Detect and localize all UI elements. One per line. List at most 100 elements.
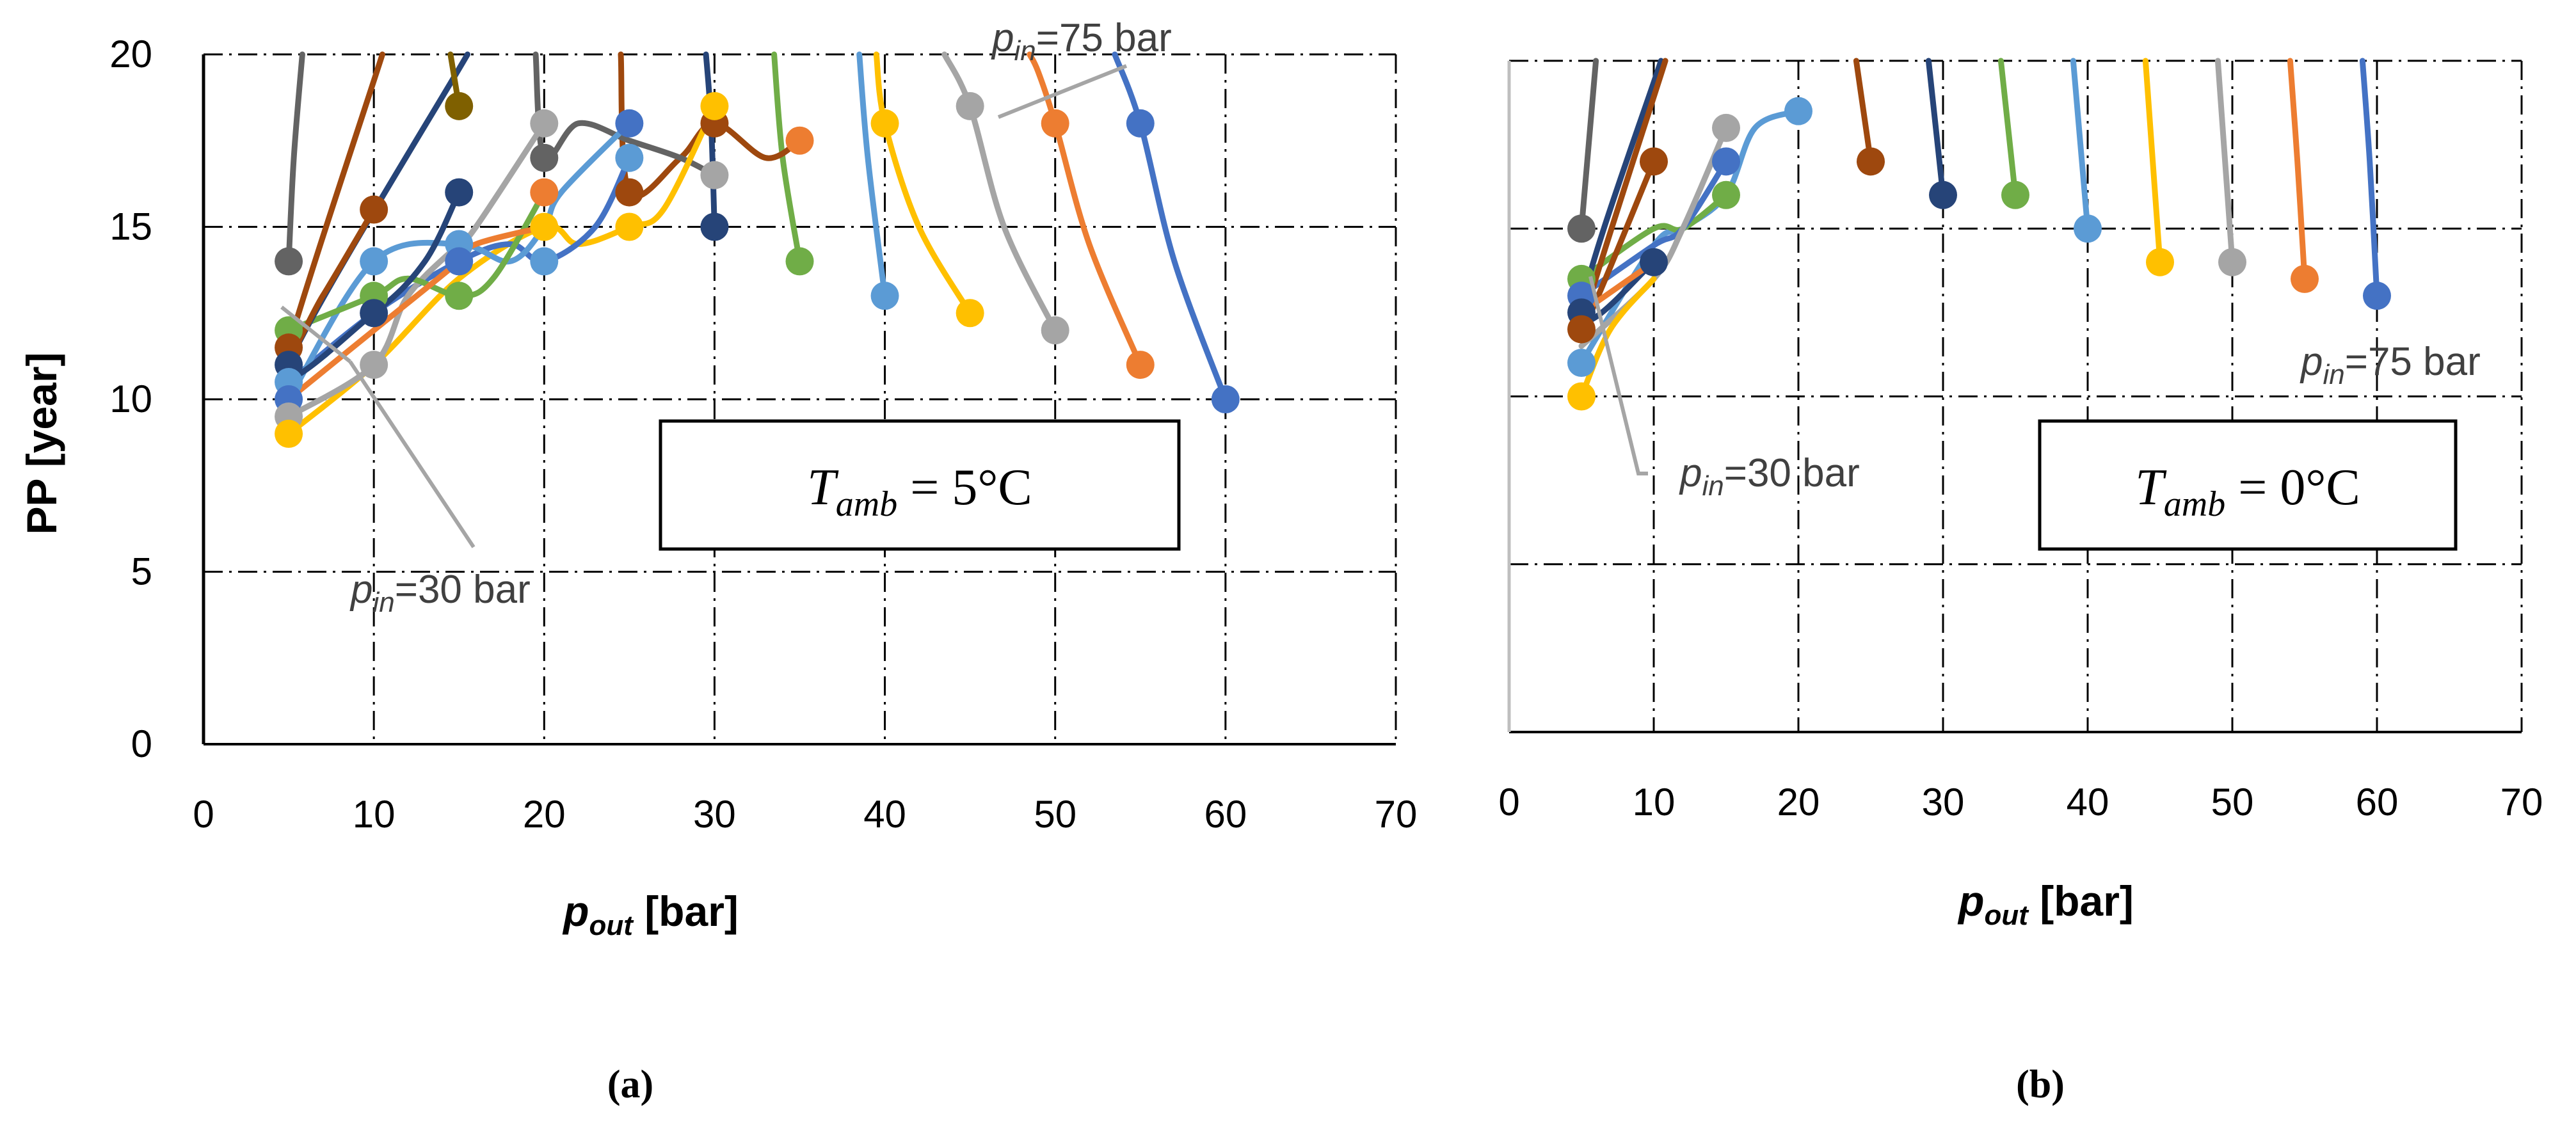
panel-b-x-axis-title-main: p bbox=[1957, 877, 1984, 925]
panel-b-series-line-s15 bbox=[1578, 276, 1657, 399]
panel-a-data-point bbox=[700, 161, 729, 189]
panel-a-data-point bbox=[700, 92, 729, 120]
panel-a-data-point bbox=[785, 126, 814, 155]
panel-a-data-point bbox=[1126, 109, 1155, 138]
panel-a-data-point bbox=[870, 282, 899, 310]
panel-a-data-point bbox=[1041, 316, 1069, 345]
panel-a-data-point bbox=[1211, 385, 1240, 413]
panel-a-annotation-75: pin=75 bar bbox=[991, 16, 1172, 67]
panel-b-condition-box bbox=[2038, 419, 2458, 551]
panel-a-x-tick-label: 30 bbox=[693, 793, 736, 836]
panel-b-condition-value: = 0°C bbox=[2225, 459, 2360, 516]
panel-b-series-line-s16 bbox=[1578, 58, 1599, 232]
panel-b-series-line-s4 bbox=[2142, 58, 2163, 266]
panel-b-x-tick-label: 50 bbox=[2211, 781, 2254, 824]
panel-a-x-tick-label: 50 bbox=[1034, 793, 1076, 836]
panel-b-series-line-s8 bbox=[1853, 58, 1874, 164]
panel-b-series-line-s5 bbox=[2070, 58, 2091, 232]
panel-b-annotation-30-leader bbox=[1588, 276, 1648, 475]
panel-a-condition-sub: amb bbox=[836, 484, 897, 524]
panel-a-series-line-s2 bbox=[1027, 51, 1144, 368]
panel-b-x-tick-label: 60 bbox=[2356, 781, 2399, 824]
panel-a-data-point bbox=[275, 247, 303, 276]
panel-b-annotation-75: pin=75 bar bbox=[2300, 340, 2481, 390]
panel-a-condition-label: Tamb = 5°C bbox=[807, 459, 1032, 524]
panel-b-x-tick-label: 10 bbox=[1633, 781, 1676, 824]
panel-b-series-line-s6 bbox=[1997, 58, 2019, 198]
panel-a-x-tick-label: 0 bbox=[193, 793, 214, 836]
panel-a-data-point bbox=[615, 109, 644, 138]
panel-b-annotation-75-main: p bbox=[2300, 340, 2323, 384]
panel-b-condition-label: Tamb = 0°C bbox=[2135, 459, 2360, 524]
panel-a-series bbox=[284, 51, 1229, 437]
panel-a-y-axis-title: PP [year] bbox=[18, 353, 65, 535]
panel-a-series-line-s15 bbox=[285, 224, 547, 402]
panel-a-data-point bbox=[956, 299, 984, 328]
panel-a-data-point bbox=[360, 299, 388, 328]
panel-a-data-point bbox=[445, 178, 474, 207]
panel-a-data-point bbox=[445, 92, 474, 120]
panel-a-x-axis-title-sub: out bbox=[589, 910, 634, 941]
panel-a-x-tick-label: 20 bbox=[523, 793, 566, 836]
panel-a-series-line-s13 bbox=[285, 120, 632, 402]
panel-a-data-point bbox=[445, 282, 474, 310]
panel-a-data-point bbox=[1041, 109, 1069, 138]
panel-b-data-point bbox=[1929, 180, 1957, 209]
panel-a-data-point bbox=[530, 143, 559, 172]
panel-b-x-tick-label: 70 bbox=[2500, 781, 2543, 824]
panel-b-data-point bbox=[2363, 282, 2391, 310]
panel-b-annotation-30-text: =30 bar bbox=[1724, 451, 1860, 495]
panel-a-series-line-s3 bbox=[941, 51, 1059, 333]
panel-a-annotation-75-text: =75 bar bbox=[1036, 16, 1172, 60]
panel-a-data-point bbox=[275, 419, 303, 448]
panel-b-data-point bbox=[2146, 248, 2174, 276]
panel-a-series-line-s4 bbox=[873, 51, 973, 316]
panel-a-y-tick-label: 5 bbox=[131, 550, 152, 593]
panel-a-y-tick-label: 15 bbox=[109, 205, 152, 248]
panel-a-condition-main: T bbox=[807, 459, 839, 516]
panel-b-series-line-s7 bbox=[1925, 58, 1946, 198]
panel-b-x-tick-label: 40 bbox=[2067, 781, 2109, 824]
panel-a-ticks: 0 10 20 30 40 50 60 70 0 5 10 15 20 bbox=[109, 33, 1417, 836]
panel-b-series-line-s11 bbox=[1578, 158, 1729, 299]
panel-a-data-point bbox=[530, 109, 559, 138]
panel-a-annotation-30-leader bbox=[348, 360, 476, 548]
panel-a-series-line-s7 bbox=[703, 51, 717, 230]
panel-a-y-tick-label: 10 bbox=[109, 378, 152, 420]
panel-b-data-point bbox=[1567, 214, 1596, 243]
panel-b-data-point bbox=[2074, 214, 2102, 243]
panel-a-data-point bbox=[530, 212, 559, 241]
panel-a-data-point bbox=[445, 247, 474, 276]
panel-a-x-tick-label: 70 bbox=[1375, 793, 1418, 836]
panel-b-x-tick-label: 20 bbox=[1777, 781, 1820, 824]
panel-a-data-point bbox=[956, 92, 984, 120]
panel-a-series-line-s14 bbox=[285, 189, 547, 333]
panel-a-annotation-30-text: =30 bar bbox=[395, 568, 531, 612]
panel-b-caption: (b) bbox=[2016, 1063, 2065, 1106]
panel-b-data-point bbox=[2291, 264, 2319, 293]
panel-b-condition-main: T bbox=[2135, 459, 2167, 516]
panel-a-x-tick-label: 10 bbox=[353, 793, 396, 836]
panel-b: 0 10 20 30 40 50 60 70 pout [bar] Tamb = 0°C pi… bbox=[1498, 58, 2543, 1106]
panel-a-condition-box bbox=[659, 419, 1181, 551]
panel-a-data-point bbox=[530, 178, 559, 207]
panel-a-annotation-75-main: p bbox=[991, 16, 1014, 60]
panel-b-data-point bbox=[1712, 180, 1740, 209]
panel-a-annotation-75-leader bbox=[997, 64, 1128, 119]
panel-a-caption: (a) bbox=[607, 1063, 653, 1106]
panel-b-series-line-s12 bbox=[1578, 125, 1729, 349]
panel-b-markers bbox=[1567, 97, 2391, 411]
panel-b-data-point bbox=[1640, 248, 1668, 276]
panel-b-data-point bbox=[1784, 97, 1812, 125]
panel-a-data-point bbox=[1126, 351, 1155, 379]
panel-a-y-tick-label: 20 bbox=[109, 33, 152, 76]
panel-b-data-point bbox=[2001, 180, 2029, 209]
panel-a-y-tick-label: 0 bbox=[131, 722, 152, 765]
panel-b-series-line-s10 bbox=[1578, 192, 1729, 282]
panel-a-data-point bbox=[700, 212, 729, 241]
panel-b-x-axis-title-sub: out bbox=[1984, 900, 2029, 931]
panel-b-data-point bbox=[1567, 349, 1596, 378]
panel-b-x-tick-label: 0 bbox=[1498, 781, 1519, 824]
